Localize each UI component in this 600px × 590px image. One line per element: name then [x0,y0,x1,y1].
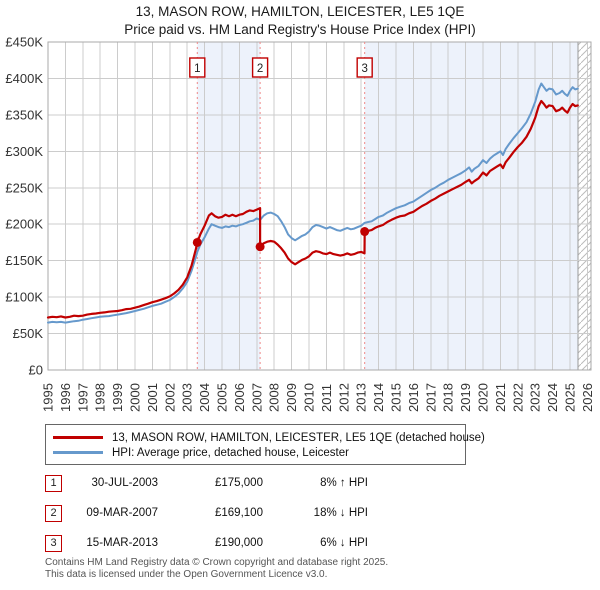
transaction-price: £175,000 [215,477,263,489]
sale-marker-badge [356,57,373,78]
chart-title: 13, MASON ROW, HAMILTON, LEICESTER, LE5 … [135,4,465,19]
x-tick-label: 1999 [110,383,125,412]
future-hatch [577,42,591,370]
hpi-series-swatch [53,451,103,454]
x-tick-label: 2026 [580,383,595,412]
x-tick-label: 1997 [75,383,90,412]
x-tick-label: 2021 [493,383,508,412]
x-tick-label: 2019 [458,383,473,412]
legend-row-hpi: HPI: Average price, detached house, Leic… [53,445,457,460]
x-tick-label: 2013 [354,383,369,412]
x-tick-label: 2017 [423,383,438,412]
x-tick-label: 1995 [41,383,56,412]
x-tick-label: 1998 [93,383,108,412]
x-tick-label: 2011 [319,384,334,412]
transaction-row: 2 09-MAR-2007 £169,100 18% ↓ HPI [0,505,600,527]
price-chart: 1 2 3 £0 £50K £100K £150K £200K £250K £300K £350K £… [5,35,595,413]
plot-border [47,41,592,371]
transaction-date: 30-JUL-2003 [91,477,158,489]
sale-point [255,242,265,252]
transaction-index-badge: 1 [45,475,62,492]
x-tick-label: 2007 [249,383,264,412]
x-tick-label: 2005 [215,383,230,412]
transaction-date: 15-MAR-2013 [86,537,158,549]
x-tick-label: 2023 [528,383,543,412]
y-tick-label: £50K [13,326,44,341]
transaction-price: £190,000 [215,537,263,549]
x-tick-label: 2004 [197,383,212,412]
sale-marker-badge-number: 2 [257,63,263,75]
sale-marker-badge-number: 1 [194,63,200,75]
x-tick-label: 2016 [406,383,421,412]
x-tick-label: 2015 [389,383,404,412]
y-tick-label: £300K [5,144,43,159]
transaction-hpi-delta: 8% ↑ HPI [320,477,368,489]
x-tick-label: 2001 [145,383,160,412]
y-tick-label: £450K [5,35,43,50]
x-tick-label: 2006 [232,383,247,412]
x-tick-label: 2012 [336,383,351,412]
x-tick-label: 2002 [162,383,177,412]
legend-row-property: 13, MASON ROW, HAMILTON, LEICESTER, LE5 … [53,430,485,445]
y-tick-label: £0 [29,363,43,378]
x-tick-label: 2020 [476,383,491,412]
transaction-index-badge: 3 [45,535,62,552]
x-tick-label: 2022 [510,383,525,412]
transaction-index-badge: 2 [45,505,62,522]
transaction-row: 1 30-JUL-2003 £175,000 8% ↑ HPI [0,475,600,497]
chart-subtitle: Price paid vs. HM Land Registry's House … [124,22,476,37]
license-footer-line1: Contains HM Land Registry data © Crown c… [45,557,389,568]
y-tick-label: £350K [5,107,43,122]
x-tick-label: 2000 [128,383,143,412]
transaction-price: £169,100 [215,507,263,519]
x-tick-label: 2003 [180,383,195,412]
sale-marker-badge [189,57,206,78]
y-tick-label: £150K [5,253,43,268]
sale-marker-badge-number: 3 [361,63,367,75]
transaction-hpi-delta: 6% ↓ HPI [320,537,368,549]
transaction-date: 09-MAR-2007 [86,507,158,519]
x-tick-label: 2010 [302,383,317,412]
property-series-swatch [53,436,103,439]
x-tick-label: 1996 [58,383,73,412]
y-tick-label: £250K [5,180,43,195]
property-price-line [46,99,579,319]
x-tick-label: 2024 [545,383,560,412]
license-footer-line2: This data is licensed under the Open Gov… [45,568,328,580]
chart-legend: 13, MASON ROW, HAMILTON, LEICESTER, LE5 … [45,424,485,465]
license-footer: Contains HM Land Registry data © Crown c… [45,557,388,580]
x-tick-label: 2008 [267,383,282,412]
x-tick-label: 2014 [371,383,386,412]
hpi-line [47,82,579,324]
property-series-label: 13, MASON ROW, HAMILTON, LEICESTER, LE5 … [112,431,485,444]
sale-point [360,227,370,237]
x-tick-label: 2018 [441,383,456,412]
sale-marker-badge [251,57,269,78]
x-tick-label: 2025 [563,383,578,412]
hpi-series-label: HPI: Average price, detached house, Leic… [112,446,349,459]
x-tick-label: 2009 [284,383,299,412]
transaction-hpi-delta: 18% ↓ HPI [313,507,368,519]
ownership-band [197,42,261,370]
y-tick-label: £200K [5,217,43,232]
y-tick-label: £400K [5,71,43,86]
transaction-row: 3 15-MAR-2013 £190,000 6% ↓ HPI [0,535,600,557]
sale-point [192,237,202,247]
y-tick-label: £100K [5,290,43,305]
